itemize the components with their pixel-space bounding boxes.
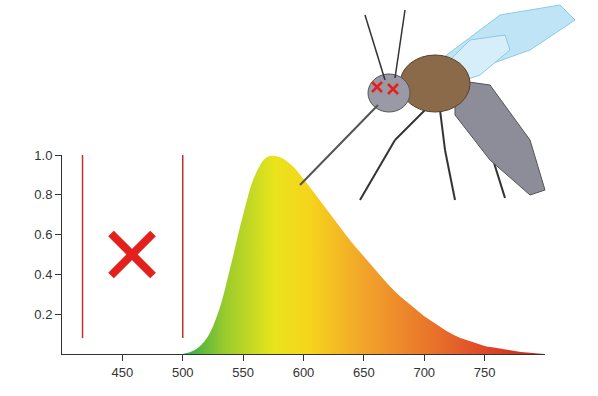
svg-text:750: 750 [474, 365, 496, 380]
svg-text:0.4: 0.4 [34, 267, 52, 282]
svg-text:0.8: 0.8 [34, 187, 52, 202]
svg-text:550: 550 [232, 365, 254, 380]
svg-text:700: 700 [413, 365, 435, 380]
svg-text:1.0: 1.0 [34, 148, 52, 163]
svg-text:500: 500 [172, 365, 194, 380]
svg-text:650: 650 [353, 365, 375, 380]
svg-text:600: 600 [293, 365, 315, 380]
svg-text:0.2: 0.2 [34, 307, 52, 322]
svg-text:0.6: 0.6 [34, 227, 52, 242]
svg-text:450: 450 [112, 365, 134, 380]
